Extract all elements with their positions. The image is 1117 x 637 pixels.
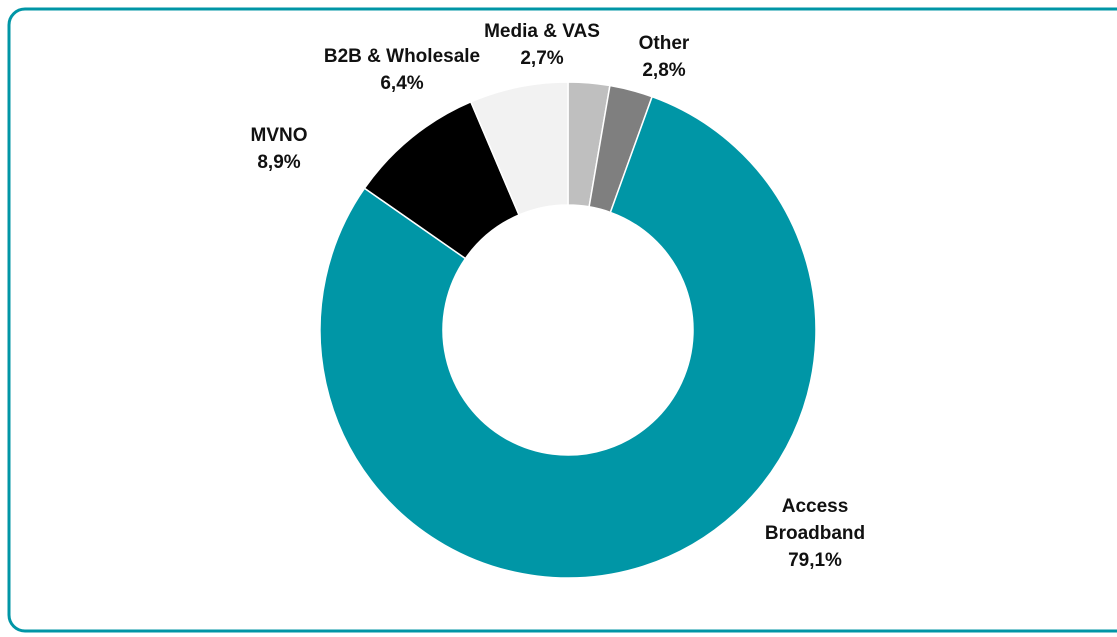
slice-label: MVNO 8,9% [229,122,329,176]
slice-label: Other 2,8% [614,30,714,84]
category-label: MVNO [250,125,308,146]
value-label: 2,7% [520,48,564,69]
value-label: 2,8% [642,60,686,81]
category-label: Access Broadband [764,496,866,544]
value-label: 8,9% [257,152,301,173]
donut-slice [319,95,817,579]
donut-slice [469,81,569,216]
slice-label: Access Broadband 79,1% [740,493,890,574]
slice-label: B2B & Wholesale 6,4% [287,43,517,97]
value-label: 6,4% [380,73,424,94]
category-label: B2B & Wholesale [323,46,481,67]
frame [7,7,1117,633]
value-label: 79,1% [788,550,842,571]
category-label: Other [638,33,690,54]
category-label: Media & VAS [484,21,600,42]
slice-label: Media & VAS 2,7% [462,18,622,72]
